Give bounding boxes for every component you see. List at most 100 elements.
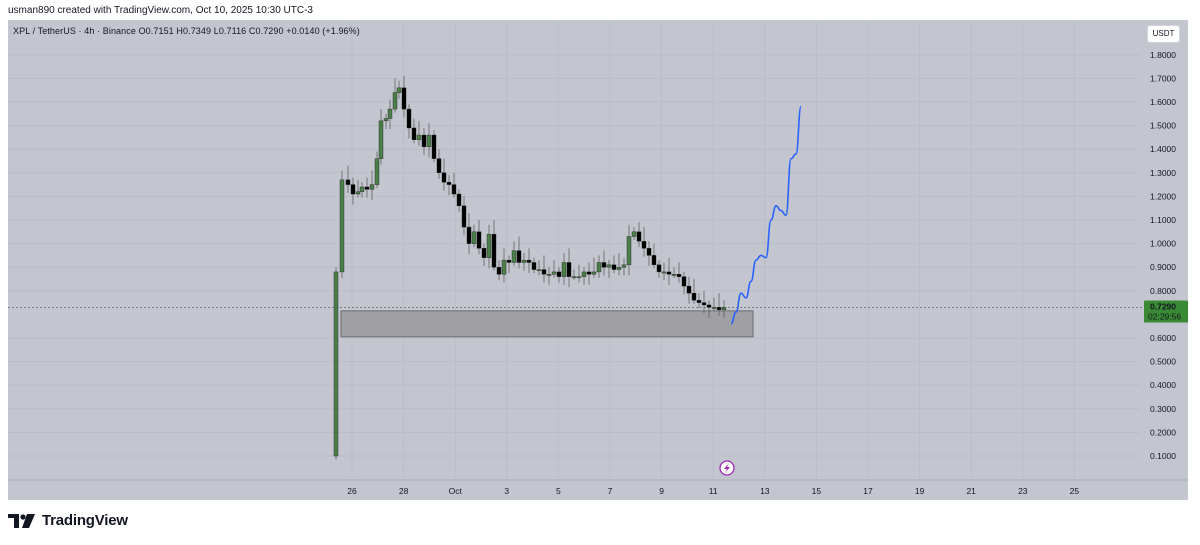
candle-body [521, 259, 527, 263]
flash-icon[interactable] [719, 460, 735, 476]
candle-body [355, 191, 361, 195]
candle-body [716, 307, 722, 310]
candle-body [611, 264, 617, 270]
price-tag-countdown: 02:29:56 [1148, 312, 1181, 322]
chart-area[interactable] [8, 20, 1188, 500]
candle-body [641, 241, 647, 249]
candle-body [551, 271, 557, 275]
candle-body [606, 264, 612, 268]
x-tick-label: 23 [1018, 486, 1028, 496]
y-tick-label: 1.2000 [1150, 191, 1176, 201]
candle-body [456, 193, 462, 207]
candle-body [621, 264, 627, 268]
candle-body [711, 307, 717, 309]
x-tick-label: Oct [449, 486, 463, 496]
y-tick-label: 1.6000 [1150, 97, 1176, 107]
candle-body [436, 158, 442, 173]
candle-body [431, 134, 437, 159]
support-zone [340, 310, 754, 338]
candle-body [696, 300, 702, 303]
y-tick-label: 1.8000 [1150, 50, 1176, 60]
y-tick-label: 0.9000 [1150, 262, 1176, 272]
candle-body [526, 259, 532, 263]
x-tick-label: 17 [863, 486, 873, 496]
y-tick-label: 1.4000 [1150, 144, 1176, 154]
y-tick-label: 1.7000 [1150, 73, 1176, 83]
candle-body [411, 127, 417, 140]
candle-body [374, 158, 380, 185]
candle-body [461, 205, 467, 228]
candle-body [516, 250, 522, 263]
candle-body [576, 276, 582, 279]
candle-body [646, 248, 652, 256]
x-tick-label: 21 [966, 486, 976, 496]
y-tick-label: 0.5000 [1150, 357, 1176, 367]
candle-body [676, 274, 682, 277]
tradingview-logo-icon [8, 513, 35, 528]
candle-body [536, 269, 542, 271]
y-tick-label: 1.5000 [1150, 121, 1176, 131]
y-tick-label: 1.0000 [1150, 239, 1176, 249]
candle-body [651, 255, 657, 266]
candle-body [345, 179, 351, 185]
candle-body [392, 92, 398, 110]
y-tick-label: 1.1000 [1150, 215, 1176, 225]
candle-body [701, 302, 707, 306]
candle-body [506, 259, 512, 263]
candle-body [541, 269, 547, 275]
candle-body [631, 231, 637, 237]
x-tick-label: 25 [1070, 486, 1080, 496]
x-tick-label: 15 [812, 486, 822, 496]
y-tick-label: 0.6000 [1150, 333, 1176, 343]
x-tick-label: 3 [504, 486, 509, 496]
candle-body [656, 264, 662, 273]
candle-body [566, 262, 572, 277]
candle-body [481, 248, 487, 258]
candle-body [369, 184, 375, 190]
y-tick-label: 0.1000 [1150, 451, 1176, 461]
currency-button[interactable]: USDT [1147, 25, 1180, 43]
symbol-info: XPL / TetherUS · 4h · Binance O0.7151 H0… [13, 26, 360, 36]
candle-body [451, 184, 457, 195]
x-tick-label: 13 [760, 486, 770, 496]
candle-body [561, 262, 567, 277]
candle-body [441, 172, 447, 183]
candle-body [378, 120, 384, 159]
candle-body [496, 267, 502, 275]
candle-body [581, 271, 587, 277]
projection-path [730, 105, 802, 325]
y-tick-label: 0.3000 [1150, 404, 1176, 414]
candle-body [616, 267, 622, 270]
candle-body [586, 271, 592, 275]
candle-body [636, 231, 642, 242]
candle-body [556, 271, 562, 277]
candle-body [333, 271, 339, 457]
candle-body [681, 276, 687, 287]
candle-body [466, 226, 472, 244]
tradingview-brand: TradingView [42, 512, 128, 529]
candle-body [446, 182, 452, 185]
x-tick-label: 19 [915, 486, 925, 496]
candle-body [501, 259, 507, 275]
candle-body [601, 262, 607, 268]
candle-body [383, 118, 389, 122]
candle-body [626, 236, 632, 266]
candle-body [671, 274, 677, 276]
candle-body [387, 108, 393, 119]
candle-body [421, 134, 427, 148]
candle-body [426, 134, 432, 148]
price-tag-value: 0.7290 [1150, 302, 1176, 312]
candle-body [661, 271, 667, 274]
tradingview-logo[interactable]: TradingView [8, 512, 128, 529]
candle-body [596, 262, 602, 273]
candle-body [706, 304, 712, 308]
candle-body [350, 184, 356, 195]
candle-body [571, 276, 577, 279]
candle-body [339, 179, 345, 273]
candle-body [691, 292, 697, 301]
y-tick-label: 1.3000 [1150, 168, 1176, 178]
candle-body [471, 231, 477, 244]
candle-body [364, 186, 370, 190]
x-tick-label: 11 [709, 486, 718, 496]
